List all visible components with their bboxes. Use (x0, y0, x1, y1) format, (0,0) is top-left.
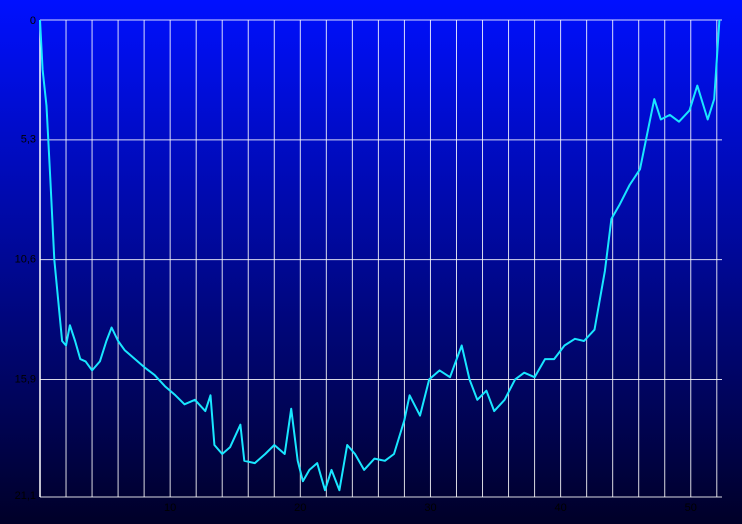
x-tick-label: 10 (164, 502, 176, 514)
x-tick-label: 30 (424, 502, 436, 514)
depth-line (39, 19, 721, 492)
y-tick-label: 5,3 (21, 134, 36, 146)
x-tick-label: 40 (554, 502, 566, 514)
y-tick-label: 10,6 (15, 254, 36, 266)
y-tick-label: 0 (30, 15, 36, 27)
x-tick-label: 50 (685, 502, 697, 514)
x-tick-label: 20 (294, 502, 306, 514)
y-tick-label: 15,9 (15, 373, 36, 385)
y-tick-label: 21,1 (15, 490, 36, 502)
